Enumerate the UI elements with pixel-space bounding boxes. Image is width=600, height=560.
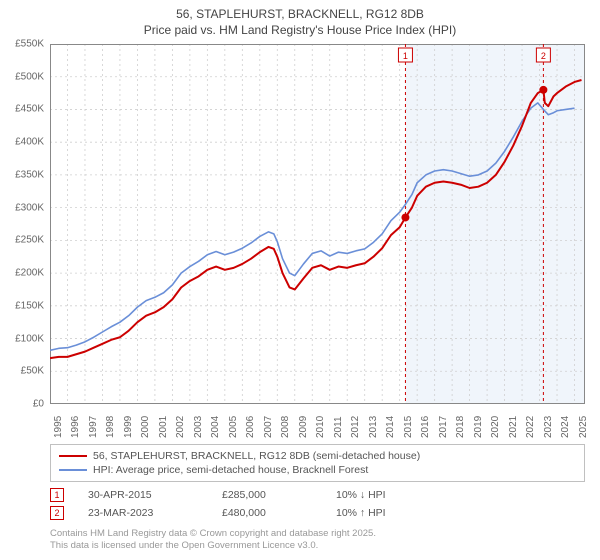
x-tick-label: 1996 [70,416,81,438]
marker-table: 1 30-APR-2015 £285,000 10% ↓ HPI 2 23-MAR-202… [50,486,585,522]
marker-pct: 10% ↑ HPI [336,507,426,519]
x-tick-label: 2010 [315,416,326,438]
y-tick-label: £350K [15,169,44,180]
legend-label: 56, STAPLEHURST, BRACKNELL, RG12 8DB (se… [93,450,420,462]
footer-line-2: This data is licensed under the Open Gov… [50,540,585,552]
x-tick-label: 2007 [263,416,274,438]
y-tick-label: £450K [15,104,44,115]
legend-label: HPI: Average price, semi-detached house,… [93,464,368,476]
x-tick-label: 2009 [298,416,309,438]
marker-row: 2 23-MAR-2023 £480,000 10% ↑ HPI [50,504,585,522]
x-tick-label: 1999 [123,416,134,438]
x-tick-label: 2021 [508,416,519,438]
chart-plot-area: 12 [50,44,585,404]
title-line-2: Price paid vs. HM Land Registry's House … [0,22,600,38]
x-tick-label: 2014 [385,416,396,438]
marker-date: 30-APR-2015 [88,489,198,501]
x-tick-label: 2017 [438,416,449,438]
y-tick-label: £50K [21,366,44,377]
x-tick-label: 2002 [175,416,186,438]
x-tick-label: 2011 [333,416,344,438]
y-tick-label: £250K [15,235,44,246]
svg-text:2: 2 [541,51,546,61]
x-tick-label: 2003 [193,416,204,438]
y-tick-label: £400K [15,137,44,148]
chart-svg: 12 [50,44,585,404]
marker-date: 23-MAR-2023 [88,507,198,519]
y-tick-label: £0 [33,399,44,410]
x-tick-label: 2008 [280,416,291,438]
legend-swatch [59,455,87,457]
marker-price: £480,000 [222,507,312,519]
x-tick-label: 1998 [105,416,116,438]
marker-price: £285,000 [222,489,312,501]
marker-pct: 10% ↓ HPI [336,489,426,501]
x-tick-label: 2000 [140,416,151,438]
x-tick-label: 2013 [368,416,379,438]
x-tick-label: 2001 [158,416,169,438]
x-tick-label: 2012 [350,416,361,438]
x-tick-label: 2024 [560,416,571,438]
y-tick-label: £200K [15,268,44,279]
marker-badge: 1 [50,488,64,502]
x-tick-label: 2020 [490,416,501,438]
legend-item: HPI: Average price, semi-detached house,… [59,463,576,477]
x-tick-label: 2004 [210,416,221,438]
y-tick-label: £550K [15,39,44,50]
x-tick-label: 2022 [525,416,536,438]
title-line-1: 56, STAPLEHURST, BRACKNELL, RG12 8DB [0,6,600,22]
x-tick-label: 2019 [473,416,484,438]
x-tick-label: 1997 [88,416,99,438]
chart-title-block: 56, STAPLEHURST, BRACKNELL, RG12 8DB Pri… [0,0,600,40]
svg-text:1: 1 [403,51,408,61]
y-tick-label: £150K [15,300,44,311]
footer-line-1: Contains HM Land Registry data © Crown c… [50,528,585,540]
footer-attribution: Contains HM Land Registry data © Crown c… [50,528,585,553]
x-tick-label: 2006 [245,416,256,438]
marker-row: 1 30-APR-2015 £285,000 10% ↓ HPI [50,486,585,504]
x-tick-label: 2016 [420,416,431,438]
x-tick-label: 2005 [228,416,239,438]
x-tick-label: 2015 [403,416,414,438]
x-tick-label: 2023 [543,416,554,438]
legend-box: 56, STAPLEHURST, BRACKNELL, RG12 8DB (se… [50,444,585,482]
x-tick-label: 1995 [53,416,64,438]
y-tick-label: £500K [15,71,44,82]
x-tick-label: 2025 [578,416,589,438]
x-axis-ticks: 1995 1996 1997 1998 1999 2000 2001 2002 2003 2004… [50,406,585,442]
y-axis-ticks: £0£50K£100K£150K£200K£250K£300K£350K£400… [0,44,48,404]
legend-swatch [59,469,87,471]
marker-badge: 2 [50,506,64,520]
y-tick-label: £300K [15,202,44,213]
legend-item: 56, STAPLEHURST, BRACKNELL, RG12 8DB (se… [59,449,576,463]
x-tick-label: 2018 [455,416,466,438]
y-tick-label: £100K [15,333,44,344]
